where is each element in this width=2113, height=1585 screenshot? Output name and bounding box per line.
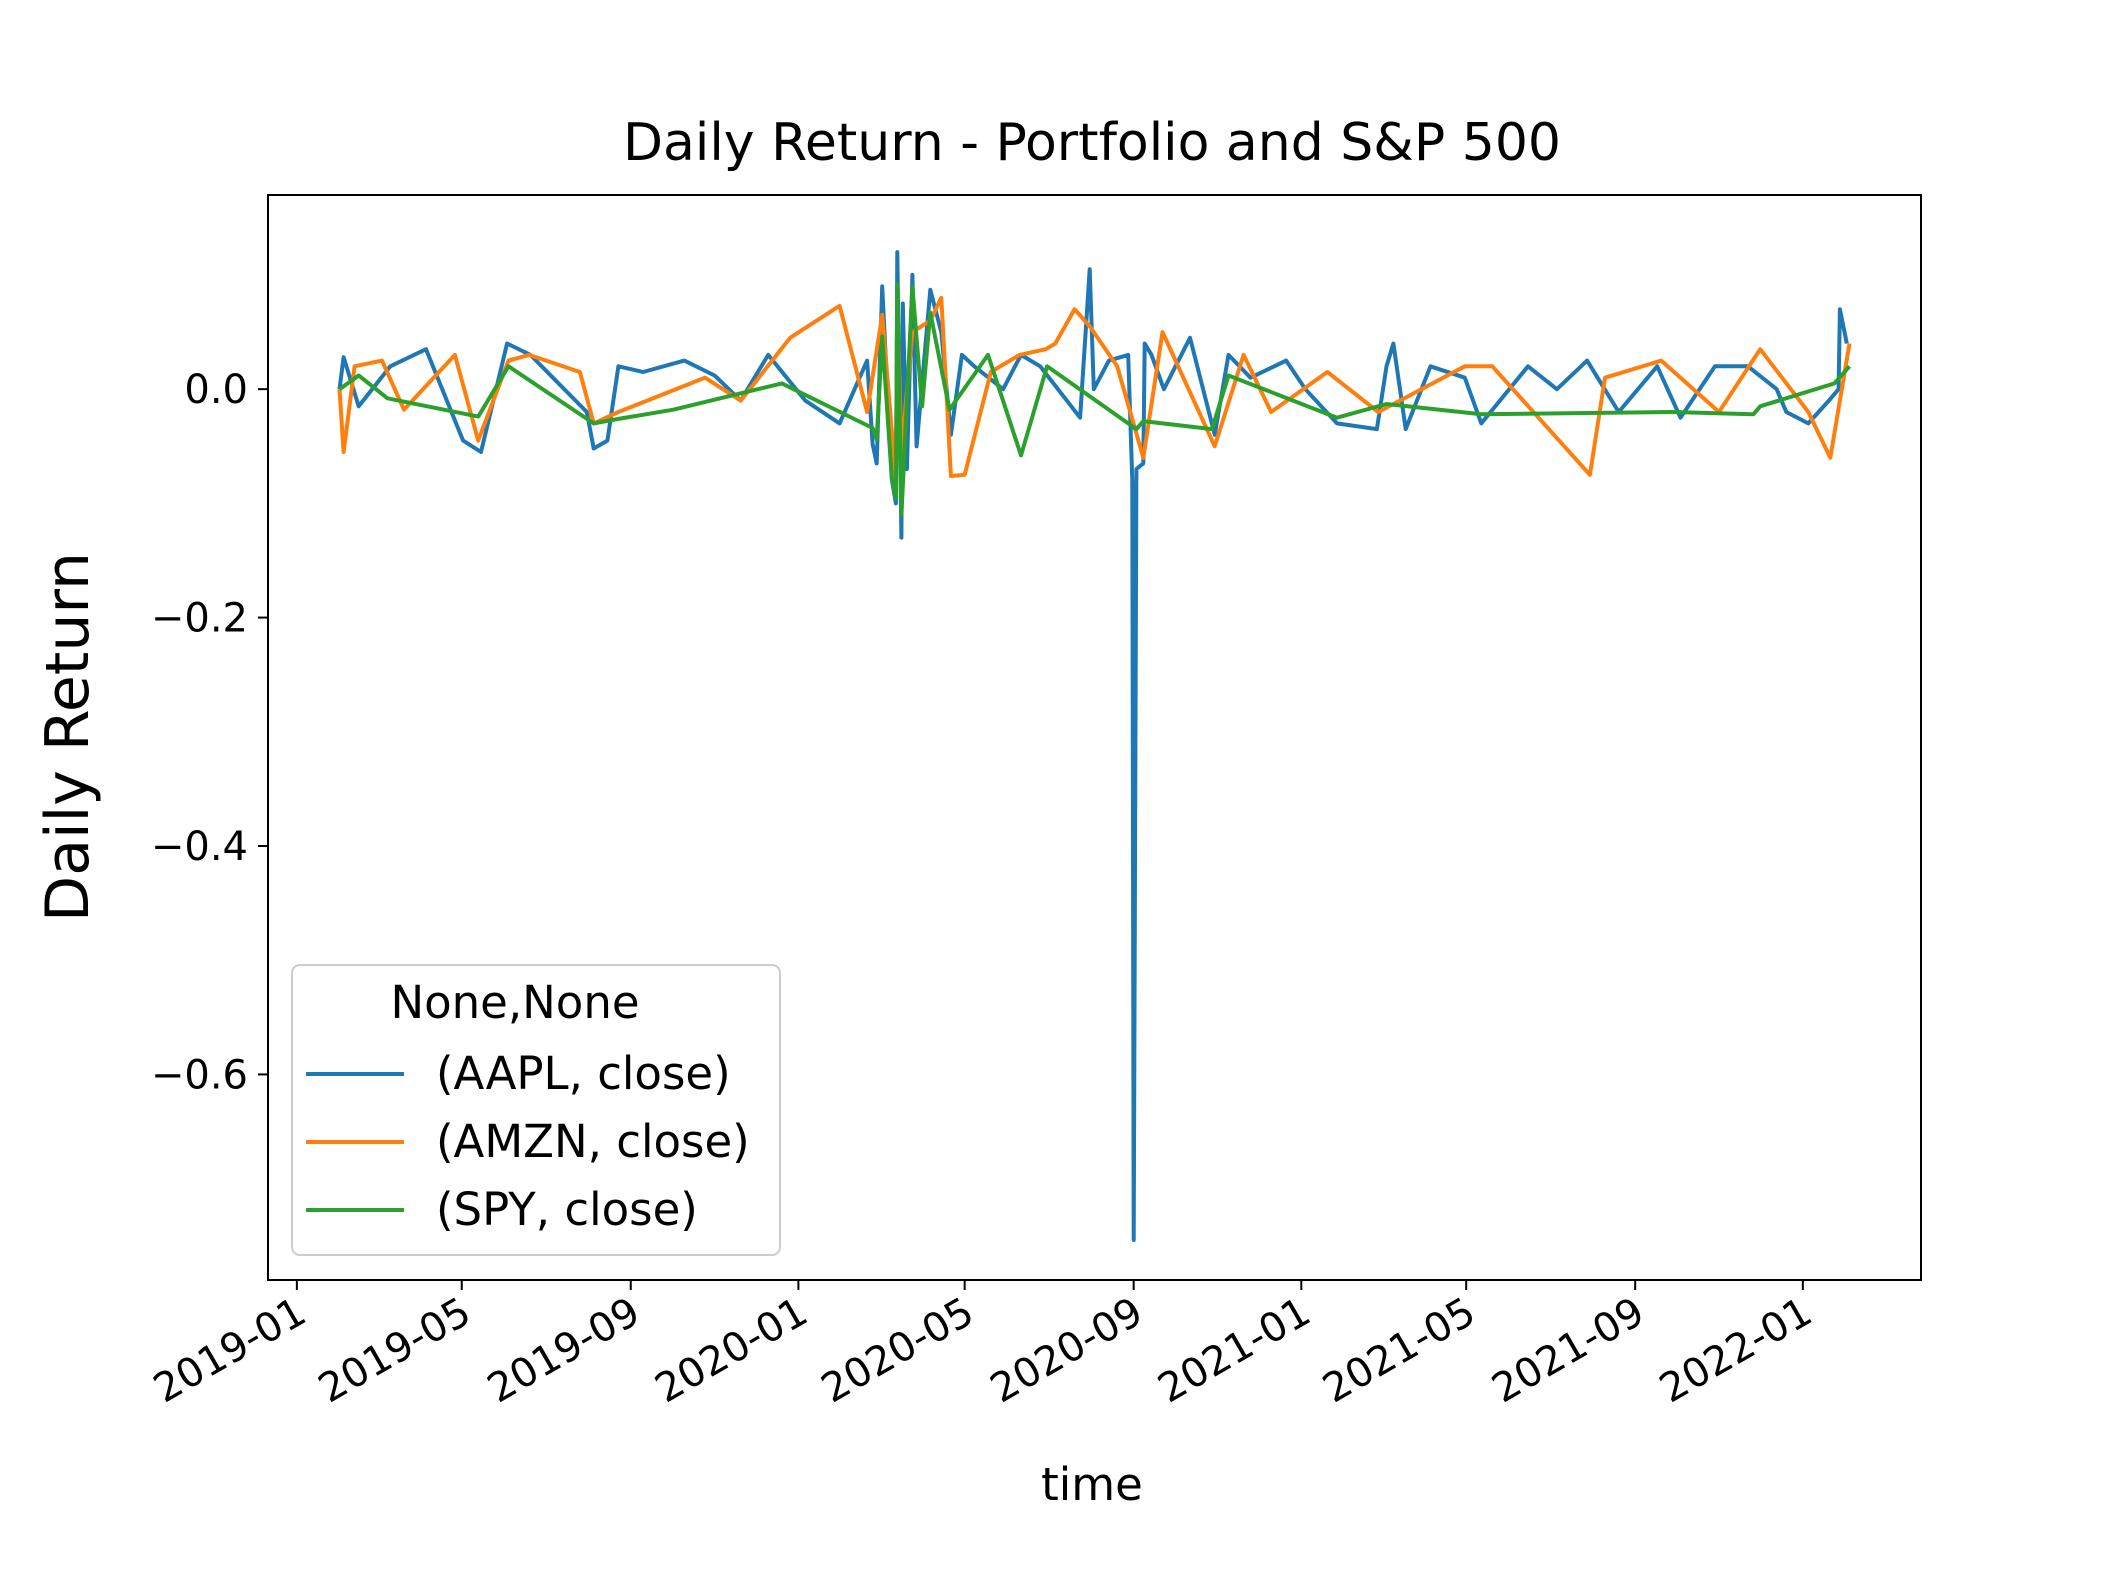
y-tick-label: −0.6	[151, 1052, 248, 1098]
series-line-amzn	[337, 295, 1852, 483]
legend: None,None (AAPL, close) (AMZN, close) (S…	[291, 964, 781, 1256]
legend-box	[291, 964, 781, 1256]
series-layer	[337, 250, 1852, 1242]
legend-label-aapl: (AAPL, close)	[436, 1047, 731, 1100]
y-axis: 0.0 −0.2 −0.4 −0.6	[151, 367, 268, 1098]
y-axis-label: Daily Return	[33, 552, 103, 922]
x-axis-label: time	[1041, 1458, 1143, 1511]
legend-label-amzn: (AMZN, close)	[436, 1115, 750, 1168]
legend-title: None,None	[390, 976, 639, 1029]
y-tick-label: 0.0	[184, 367, 248, 413]
chart-title: Daily Return - Portfolio and S&P 500	[623, 113, 1561, 173]
y-tick-label: −0.4	[151, 824, 248, 870]
series-line-spy	[338, 282, 1851, 517]
series-line-aapl	[337, 250, 1849, 1242]
y-tick-label: −0.2	[151, 596, 248, 642]
legend-label-spy: (SPY, close)	[436, 1183, 698, 1236]
plot-frame	[267, 194, 1922, 1281]
